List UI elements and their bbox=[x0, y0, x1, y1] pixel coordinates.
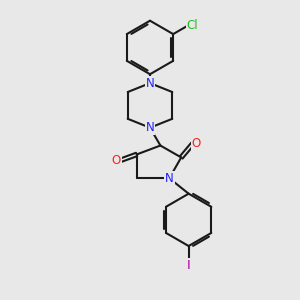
Text: N: N bbox=[146, 121, 154, 134]
Text: N: N bbox=[165, 172, 174, 185]
Text: Cl: Cl bbox=[187, 20, 199, 32]
Text: O: O bbox=[192, 137, 201, 150]
Text: N: N bbox=[146, 76, 154, 90]
Text: O: O bbox=[112, 154, 121, 167]
Text: I: I bbox=[187, 260, 190, 272]
